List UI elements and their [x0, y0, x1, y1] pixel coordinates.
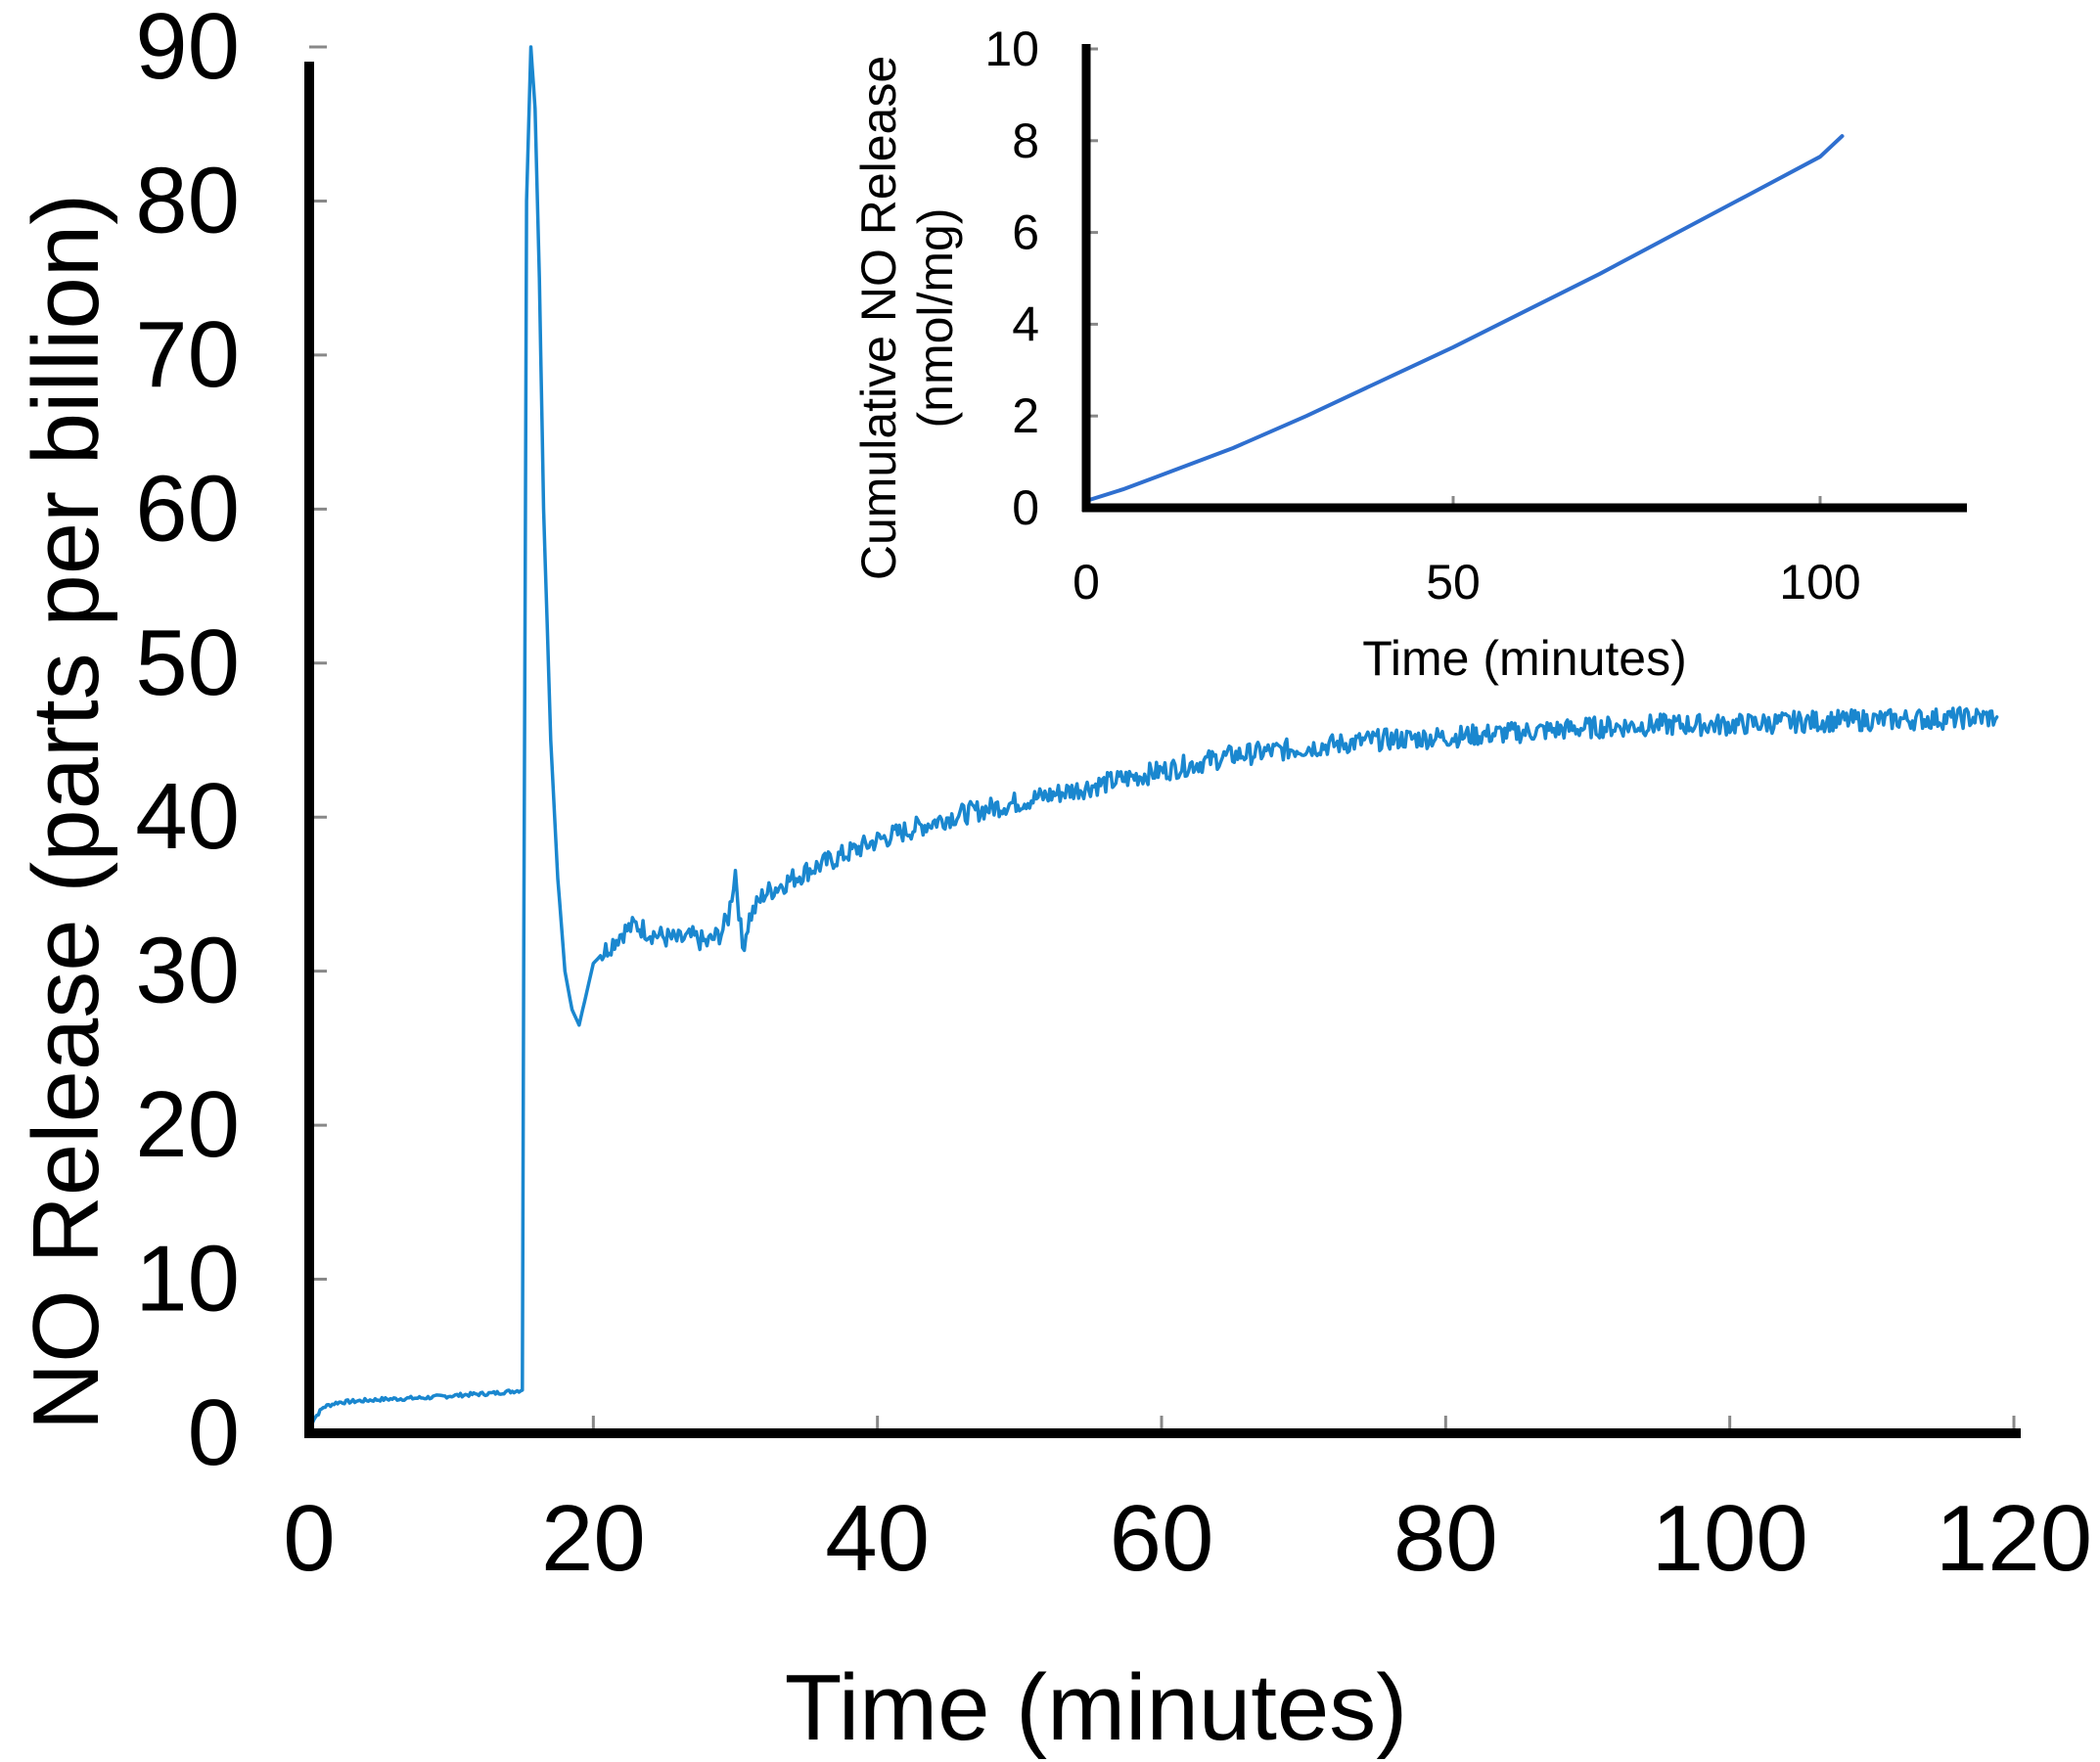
- main-y-tick-label: 10: [135, 1227, 240, 1332]
- inset-y-tick-label: 0: [1012, 480, 1039, 535]
- main-y-tick-label: 70: [135, 302, 240, 407]
- inset-x-axis-title: Time (minutes): [1362, 631, 1687, 686]
- main-y-tick-label: 20: [135, 1072, 240, 1177]
- main-x-tick-label: 20: [541, 1486, 646, 1591]
- inset-chart: 0 50 100 0 2 4 6 8 10 Time (minutes) Cumulative…: [851, 22, 1967, 686]
- inset-y-axis-title-line2: (nmol/mg): [908, 207, 963, 428]
- main-y-tick-labels: 0 10 20 30 40 50 60 70 80 90: [135, 0, 240, 1485]
- inset-y-tick-label: 2: [1012, 388, 1039, 443]
- main-series-line: [307, 45, 1999, 1431]
- inset-x-tick-labels: 0 50 100: [1073, 555, 1861, 610]
- inset-series-line: [1084, 134, 1845, 503]
- inset-x-tick-label: 100: [1779, 555, 1860, 610]
- main-y-tick-label: 40: [135, 764, 240, 869]
- main-x-tick-label: 100: [1652, 1486, 1808, 1591]
- inset-x-tick-label: 0: [1073, 555, 1100, 610]
- main-y-tick-label: 30: [135, 919, 240, 1023]
- main-x-tick-label: 80: [1393, 1486, 1498, 1591]
- inset-y-tick-label: 6: [1012, 205, 1039, 260]
- main-y-tick-label: 80: [135, 148, 240, 252]
- main-y-tick-label: 50: [135, 610, 240, 715]
- inset-y-axis-title-line1: Cumulative NO Release: [851, 56, 906, 580]
- inset-x-tick-label: 50: [1426, 555, 1481, 610]
- main-y-tick-label: 90: [135, 0, 240, 99]
- inset-y-tick-label: 4: [1012, 296, 1039, 351]
- main-y-tick-label: 0: [188, 1380, 240, 1485]
- main-x-axis-title: Time (minutes): [785, 1655, 1408, 1760]
- inset-y-tick-label: 10: [984, 22, 1039, 76]
- inset-y-tick-labels: 0 2 4 6 8 10: [984, 22, 1039, 535]
- main-y-axis-title: NO Release (parts per billion): [14, 194, 118, 1431]
- main-x-tick-label: 120: [1936, 1486, 2092, 1591]
- main-x-tick-label: 60: [1110, 1486, 1214, 1591]
- main-x-tick-label: 0: [283, 1486, 335, 1591]
- main-x-tick-label: 40: [825, 1486, 930, 1591]
- inset-y-tick-label: 8: [1012, 113, 1039, 168]
- main-y-tick-label: 60: [135, 456, 240, 561]
- main-x-tick-labels: 0 20 40 60 80 100 120: [283, 1486, 2092, 1591]
